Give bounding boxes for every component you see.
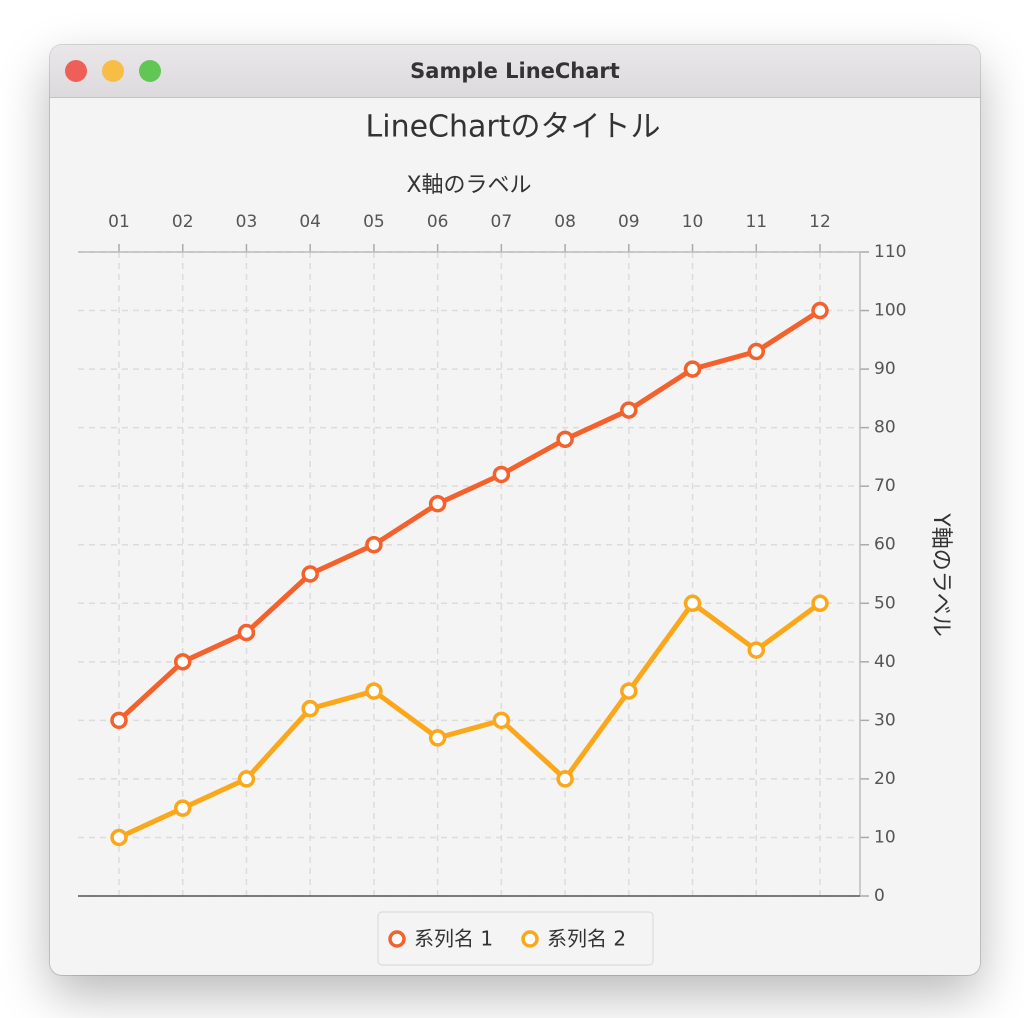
data-point bbox=[683, 360, 702, 378]
y-tick-label: 50 bbox=[874, 593, 896, 613]
window-title: Sample LineChart bbox=[410, 59, 620, 83]
y-tick-label: 20 bbox=[874, 769, 896, 789]
title-bar: Sample LineChart bbox=[50, 45, 980, 98]
y-tick-label: 40 bbox=[874, 652, 896, 672]
data-point bbox=[110, 711, 128, 730]
x-axis-title: X軸のラベル bbox=[406, 173, 531, 198]
data-point bbox=[173, 653, 192, 671]
legend-box bbox=[377, 911, 654, 966]
y-tick-label: 80 bbox=[874, 418, 896, 438]
data-point bbox=[237, 623, 256, 642]
x-tick-label: 02 bbox=[172, 212, 194, 232]
data-point bbox=[173, 799, 192, 817]
x-tick-label: 04 bbox=[299, 212, 321, 232]
y-tick-label: 60 bbox=[874, 535, 896, 555]
x-tick-label: 09 bbox=[618, 212, 640, 232]
data-point bbox=[556, 770, 574, 788]
data-point bbox=[556, 430, 574, 449]
data-point bbox=[811, 301, 829, 320]
y-tick-label: 10 bbox=[874, 827, 896, 847]
y-tick-label: 70 bbox=[874, 476, 896, 496]
data-point bbox=[237, 770, 256, 788]
window: Sample LineChart bbox=[50, 45, 980, 975]
data-point bbox=[428, 494, 447, 513]
zoom-button[interactable] bbox=[139, 60, 161, 82]
data-point bbox=[301, 699, 319, 718]
data-point bbox=[301, 565, 319, 583]
data-point bbox=[492, 465, 511, 484]
y-tick-label: 90 bbox=[874, 359, 896, 379]
x-tick-label: 10 bbox=[682, 212, 704, 232]
x-tick-label: 03 bbox=[236, 212, 258, 232]
x-tick-label: 06 bbox=[427, 212, 449, 232]
x-tick-label: 08 bbox=[554, 212, 576, 232]
x-tick-label: 05 bbox=[363, 212, 385, 232]
x-tick-label: 11 bbox=[745, 212, 767, 232]
data-point bbox=[747, 342, 766, 361]
chart-title: LineChartのタイトル bbox=[366, 110, 661, 145]
data-point bbox=[110, 828, 128, 847]
legend-label: 系列名 1 bbox=[414, 927, 493, 951]
legend-symbol bbox=[521, 930, 539, 948]
x-tick-label: 12 bbox=[809, 212, 831, 232]
data-point bbox=[620, 401, 638, 419]
minimize-button[interactable] bbox=[102, 60, 124, 82]
y-tick-label: 0 bbox=[874, 886, 885, 906]
y-tick-label: 110 bbox=[874, 242, 906, 262]
series-line bbox=[117, 308, 822, 723]
data-point bbox=[428, 729, 447, 747]
data-point bbox=[365, 535, 383, 554]
data-point bbox=[683, 594, 702, 613]
data-point bbox=[492, 711, 511, 730]
x-tick-label: 07 bbox=[491, 212, 513, 232]
legend-label: 系列名 2 bbox=[547, 927, 626, 951]
y-axis-title: Y軸のラベル bbox=[928, 512, 953, 636]
y-tick-label: 30 bbox=[874, 710, 896, 730]
legend-symbol bbox=[388, 930, 406, 948]
data-point bbox=[365, 682, 383, 700]
series-line bbox=[117, 600, 822, 840]
data-point bbox=[620, 682, 638, 700]
y-tick-label: 100 bbox=[874, 301, 906, 321]
data-point bbox=[811, 594, 829, 613]
data-point bbox=[747, 641, 766, 659]
close-button[interactable] bbox=[65, 60, 87, 82]
x-tick-label: 01 bbox=[108, 212, 130, 232]
